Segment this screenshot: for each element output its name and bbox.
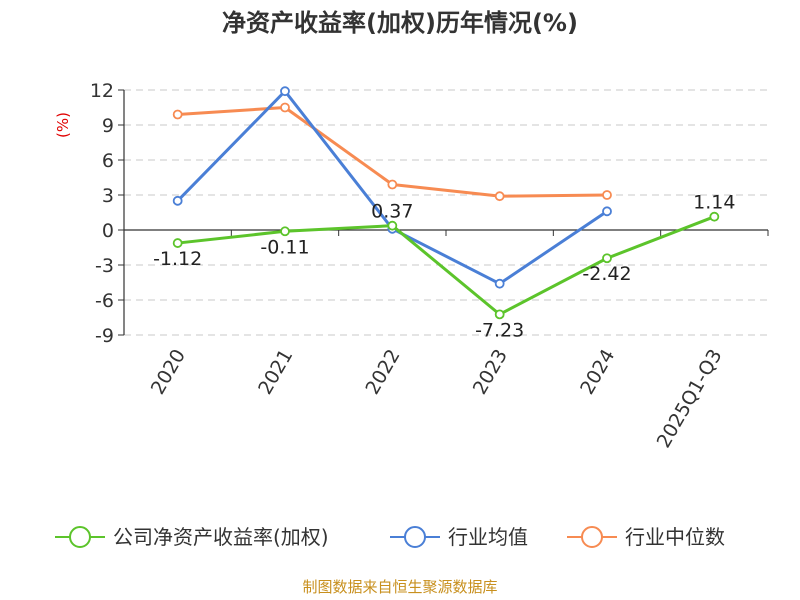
y-tick-label-2: 6 — [102, 150, 114, 172]
series-0-point-2 — [387, 220, 398, 231]
y-tick-label-4: 0 — [102, 220, 114, 242]
y-tick-label-5: -3 — [95, 255, 114, 277]
grid-lines — [124, 89, 768, 336]
series-0-point-4 — [602, 253, 612, 264]
data-label-2: 0.37 — [371, 201, 413, 223]
data-labels: -1.12 -0.11 0.37 -7.23 -2.42 1.14 — [153, 192, 735, 342]
series-0-point-3 — [494, 309, 505, 320]
series-2-point-0 — [172, 109, 183, 120]
y-tick-label-3: 3 — [102, 185, 114, 207]
data-label-3: -7.23 — [475, 319, 524, 341]
series-2-point-3 — [494, 191, 505, 202]
x-tick-label-0: 2020 — [147, 346, 190, 399]
series-1-point-1 — [280, 86, 290, 97]
series-lines — [172, 86, 720, 320]
series-2-point-4 — [602, 190, 612, 200]
y-tick-label-6: -6 — [95, 290, 114, 312]
x-tick-label-5: 2025Q1-Q3 — [653, 346, 727, 452]
data-label-0: -1.12 — [153, 248, 202, 270]
source-note: 制图数据来自恒生聚源数据库 — [302, 578, 497, 596]
legend-marker-1 — [404, 526, 426, 548]
legend-marker-2 — [581, 526, 603, 548]
y-tick-labels: 12 9 6 3 0 -3 -6 -9 — [90, 80, 114, 347]
series-0-point-0 — [172, 238, 183, 248]
legend: 公司净资产收益率(加权) 行业均值 行业中位数 — [55, 525, 725, 549]
x-tick-label-4: 2024 — [576, 346, 619, 399]
y-tick-label-7: -9 — [95, 325, 114, 347]
legend-marker-0 — [69, 526, 91, 548]
series-0-point-5 — [709, 211, 720, 222]
data-label-4: -2.42 — [582, 263, 631, 285]
axes — [118, 89, 769, 336]
legend-label-2: 行业中位数 — [625, 525, 725, 549]
legend-label-0: 公司净资产收益率(加权) — [113, 525, 329, 549]
series-2-point-1 — [280, 102, 290, 113]
series-1-point-4 — [602, 206, 612, 217]
x-tick-label-3: 2023 — [469, 345, 512, 398]
chart-title: 净资产收益率(加权)历年情况(%) — [222, 9, 578, 37]
x-tick-label-2: 2022 — [361, 346, 404, 399]
data-label-5: 1.14 — [693, 192, 735, 214]
series-0-point-1 — [280, 226, 290, 237]
x-tick-label-1: 2021 — [254, 346, 297, 399]
series-1-point-0 — [172, 195, 183, 206]
series-2-point-2 — [387, 179, 398, 190]
series-1-point-3 — [494, 278, 505, 289]
data-label-1: -0.11 — [260, 236, 309, 258]
legend-label-1: 行业均值 — [448, 525, 528, 549]
y-axis-label: (%) — [54, 112, 72, 138]
y-tick-label-0: 12 — [90, 80, 114, 102]
x-tick-labels: 2020 2021 2022 2023 2024 2025Q1-Q3 — [147, 345, 727, 451]
y-tick-label-1: 9 — [102, 115, 114, 137]
series-line-0 — [177, 215, 715, 316]
